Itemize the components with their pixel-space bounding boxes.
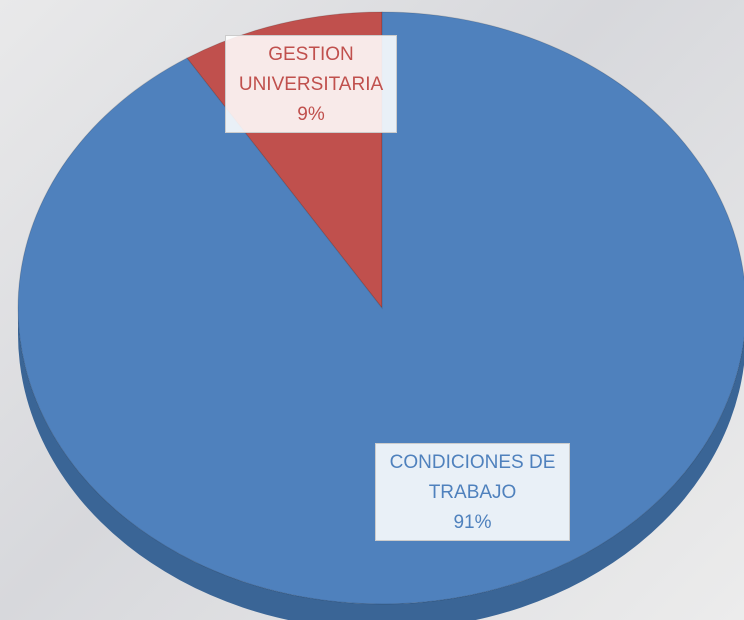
value-label: 9% [232, 100, 390, 130]
chart: GESTION UNIVERSITARIA 9% CONDICIONES DE … [0, 0, 744, 620]
category-label: GESTION UNIVERSITARIA [232, 40, 390, 100]
category-label: CONDICIONES DE TRABAJO [382, 448, 563, 508]
data-label: CONDICIONES DE TRABAJO 91% [375, 443, 570, 541]
value-label: 91% [382, 508, 563, 538]
data-label: GESTION UNIVERSITARIA 9% [225, 35, 397, 133]
